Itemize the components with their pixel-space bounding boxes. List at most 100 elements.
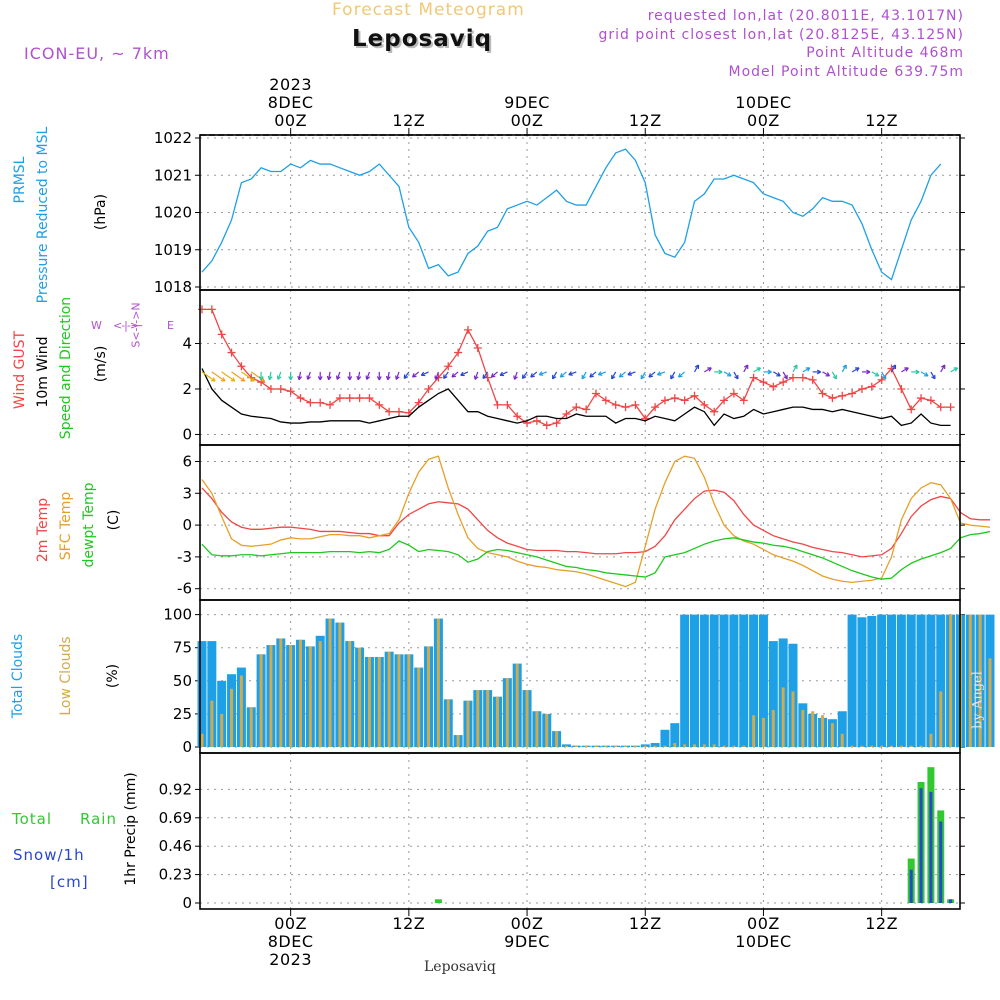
panel-frame-precip	[199, 752, 961, 910]
wind-arrowhead-42	[611, 374, 616, 380]
wind-arrowhead-21	[403, 374, 409, 380]
gust-marker-22	[414, 398, 423, 407]
wind-arrowhead-27	[460, 371, 465, 377]
gust-marker-74	[926, 396, 935, 405]
ytick-label-wind-0: 0	[182, 425, 192, 443]
gust-marker-12	[316, 398, 325, 407]
compass-west: W	[91, 319, 102, 332]
low-cloud-bar-11	[308, 646, 312, 747]
low-cloud-bar-49	[683, 744, 687, 747]
gust-marker-67	[857, 384, 866, 393]
gust-marker-30	[493, 400, 502, 409]
gust-marker-36	[552, 419, 561, 428]
total-cloud-bar-68	[867, 615, 877, 747]
low-cloud-bar-62	[811, 711, 815, 747]
wind-arrowhead-73	[923, 372, 929, 377]
line-pressure-0	[201, 148, 942, 281]
low-cloud-bar-34	[535, 711, 539, 747]
wind-arrowhead-58	[776, 372, 781, 377]
ytick-label-wind-1: 2	[182, 380, 192, 398]
low-cloud-bar-80	[988, 658, 992, 747]
wind-arrowhead-72	[915, 369, 920, 375]
low-cloud-bar-21	[407, 654, 411, 747]
model-altitude: Model Point Altitude 639.75m	[728, 64, 964, 80]
low-cloud-bar-5	[249, 707, 253, 747]
snow-bar-76	[949, 899, 953, 903]
gust-marker-4	[237, 362, 246, 371]
low-cloud-bar-65	[840, 733, 844, 747]
low-cloud-bar-66	[850, 745, 854, 747]
gust-marker-13	[326, 400, 335, 409]
ytick-label-temperature-2: 0	[182, 516, 192, 534]
gust-marker-38	[572, 403, 581, 412]
bottom-tick-label-4-1: 10DEC	[735, 932, 791, 951]
wind-arrow-2	[221, 371, 236, 382]
low-cloud-bar-69	[880, 745, 884, 747]
low-cloud-bar-55	[742, 745, 746, 747]
ytick-label-wind-2: 4	[182, 334, 192, 352]
low-cloud-bar-52	[712, 744, 716, 747]
wind-arrow-14	[336, 371, 341, 380]
wind-arrow-44	[627, 371, 636, 376]
wind-arrowhead-63	[825, 372, 830, 377]
temp-dewpt-label: dewpt Temp	[81, 482, 97, 568]
wind-arrowhead-62	[816, 369, 821, 375]
wind-arrowhead-76	[953, 367, 959, 372]
clouds-unit: (%)	[105, 663, 121, 689]
wind-arrow-1	[211, 371, 226, 382]
low-cloud-bar-47	[663, 745, 667, 747]
wind-arrow-75	[940, 364, 946, 373]
gust-marker-8	[276, 384, 285, 393]
ytick-label-precip-4: 0.92	[159, 780, 192, 798]
wind-arrow-41	[598, 371, 607, 376]
total-cloud-bar-56	[749, 614, 759, 747]
low-cloud-bar-58	[771, 709, 775, 747]
wind-arrowhead-0	[211, 377, 216, 382]
wind-arrow-0	[201, 371, 216, 382]
wind-arrowhead-43	[618, 373, 624, 378]
temp-2m-label: 2m Temp	[35, 497, 51, 563]
low-cloud-bar-17	[367, 656, 371, 747]
wind-arrow-74	[930, 371, 936, 380]
low-cloud-bar-16	[358, 647, 362, 747]
gust-marker-26	[454, 348, 463, 357]
gust-marker-16	[355, 394, 364, 403]
total-cloud-bar-72	[906, 614, 916, 747]
wind-arrow-60	[792, 364, 798, 373]
top-tick-label-2-0: 9DEC	[504, 93, 550, 112]
wind-arrow-19	[387, 371, 390, 380]
wind-arrow-11	[307, 371, 311, 380]
low-cloud-bar-27	[466, 700, 470, 747]
gust-marker-15	[345, 394, 354, 403]
snow-bar-73	[919, 788, 923, 903]
low-cloud-bar-18	[377, 656, 381, 747]
gust-marker-65	[838, 391, 847, 400]
wind-arrow-31	[499, 371, 508, 376]
low-cloud-bar-45	[643, 745, 647, 747]
ytick-label-pressure-1: 1019	[154, 241, 192, 259]
low-cloud-bar-3	[230, 688, 234, 747]
gust-marker-44	[631, 400, 640, 409]
wind-arrowhead-29	[482, 374, 487, 380]
wind-arrowhead-35	[538, 371, 544, 376]
total-cloud-bar-75	[936, 614, 946, 747]
wind-arrow-33	[521, 371, 528, 379]
low-cloud-bar-71	[899, 745, 903, 747]
ytick-label-pressure-3: 1021	[154, 166, 192, 184]
gust-marker-18	[375, 400, 384, 409]
low-clouds-label: Low Clouds	[58, 636, 74, 716]
low-cloud-bar-12	[318, 641, 322, 747]
low-cloud-bar-60	[791, 691, 795, 747]
wind-arrowhead-10	[297, 375, 303, 381]
low-cloud-bar-9	[289, 645, 293, 747]
bottom-tick-label-0-1: 8DEC	[268, 932, 314, 951]
low-cloud-bar-63	[821, 715, 825, 747]
low-cloud-bar-10	[299, 639, 302, 747]
bottom-tick-label-0-2: 2023	[269, 950, 312, 969]
wind-arrowhead-54	[734, 374, 739, 380]
location-title: Leposaviq	[352, 26, 493, 52]
total-cloud-bar-37	[561, 744, 571, 747]
wind-arrow-73	[920, 371, 929, 377]
ytick-label-temperature-3: 3	[182, 484, 192, 502]
wind-arrow-24	[435, 371, 439, 380]
